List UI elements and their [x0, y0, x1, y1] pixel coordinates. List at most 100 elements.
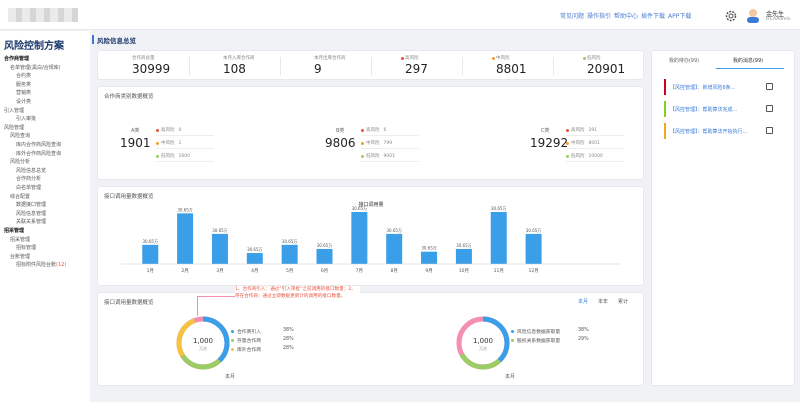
- stat-value: 8801: [496, 62, 527, 76]
- menu-item[interactable]: 风险查询: [10, 133, 31, 140]
- menu-item[interactable]: 库内合作商风险查询: [16, 142, 62, 148]
- menu-item[interactable]: 风险管理: [4, 124, 25, 131]
- dot: [492, 57, 495, 60]
- level-row: 高风险 0: [161, 127, 181, 133]
- group-total: 1901: [120, 136, 151, 150]
- settings-icon[interactable]: [724, 9, 738, 23]
- tab[interactable]: 我的消息(99): [732, 58, 764, 64]
- donut-segment: [456, 316, 510, 370]
- message[interactable]: 【风控管理】：帮助算法完成...: [670, 107, 738, 113]
- header-link[interactable]: 常见问题: [560, 13, 585, 20]
- menu-item[interactable]: 白名单管理: [16, 185, 42, 191]
- dot: [566, 155, 569, 158]
- checkbox[interactable]: [766, 105, 773, 112]
- menu-item[interactable]: 风险分析: [10, 159, 31, 166]
- tab[interactable]: 本年: [598, 299, 609, 305]
- divider: [553, 57, 554, 75]
- stat-value: 20901: [587, 62, 626, 76]
- menu-item[interactable]: 设计类: [16, 99, 32, 105]
- donut-center: 1,000: [193, 337, 213, 345]
- header-link[interactable]: 操作指引: [587, 13, 612, 20]
- menu-item[interactable]: 风险信息管理: [16, 210, 47, 217]
- menu-item[interactable]: 招采管理: [4, 228, 25, 234]
- header-link[interactable]: 帮助中心: [614, 13, 639, 20]
- menu-item[interactable]: 引入审批: [16, 116, 37, 123]
- divider: [371, 57, 372, 75]
- dot: [361, 129, 364, 132]
- level-label: 低风险: [571, 154, 585, 159]
- chart-title: 接口调用量: [358, 201, 383, 208]
- menu-item[interactable]: 台账管理: [10, 253, 31, 260]
- dot: [566, 142, 569, 145]
- bar-label: 30.65万: [317, 243, 332, 248]
- level-row: 低风险 10000: [571, 153, 603, 159]
- group-name: A类: [131, 128, 140, 134]
- menu-item[interactable]: 服务类: [16, 81, 32, 88]
- legend-label: 存量合作商: [237, 339, 261, 344]
- menu-item[interactable]: 合作商分析: [16, 176, 42, 183]
- dot: [511, 339, 514, 342]
- menu-item[interactable]: 引入管理: [4, 107, 25, 114]
- tab[interactable]: 累计: [618, 299, 629, 305]
- legend-value: 38%: [578, 328, 589, 333]
- menu-item[interactable]: 名单管理(黑白/合规库): [10, 64, 61, 71]
- user-name: 金先生: [766, 11, 785, 18]
- legend-value: 28%: [283, 337, 294, 342]
- menu-item[interactable]: 数据接口管理: [16, 202, 47, 209]
- stat-value: 30999: [132, 62, 171, 76]
- menu-item[interactable]: 综合配置: [10, 193, 31, 200]
- legend-label: 合作商引入: [237, 330, 261, 335]
- menu-item[interactable]: 营销类: [16, 90, 32, 97]
- menu-item[interactable]: 库外合作商风险查询: [16, 150, 62, 157]
- stat-label: 中风险: [496, 56, 510, 61]
- donut-unit: 万次: [199, 345, 207, 351]
- bar: [211, 233, 228, 264]
- donut-segment: [176, 316, 230, 370]
- donut-segment: [176, 316, 230, 370]
- message[interactable]: 【风控管理】：新增风险6条...: [670, 85, 736, 91]
- legend-label: 风险信息数据获取量: [517, 330, 561, 335]
- checkbox[interactable]: [766, 83, 773, 90]
- menu-item[interactable]: 关联关系管理: [16, 219, 47, 226]
- bar: [177, 213, 194, 264]
- header-link[interactable]: APP下载: [668, 13, 692, 20]
- dot: [156, 129, 159, 132]
- dot: [401, 57, 404, 60]
- header-link[interactable]: 插件下载: [641, 13, 666, 20]
- level-label: 低风险: [366, 154, 380, 159]
- dot: [566, 129, 569, 132]
- bar: [316, 248, 333, 264]
- message-bar: [664, 123, 666, 139]
- x-tick-label: 5月: [286, 268, 293, 274]
- menu-item[interactable]: 合作商管理: [4, 56, 30, 62]
- sidebar: 风险控制方案合作商管理名单管理(黑白/合规库) 合约类 服务类营销类设计类引入管理引…: [0, 31, 90, 402]
- divider: [280, 57, 281, 75]
- level-label: 中风险: [571, 141, 585, 146]
- checkbox[interactable]: [766, 127, 773, 134]
- tab[interactable]: 本月: [578, 299, 589, 305]
- stat-label: 本月出库合作商: [314, 56, 346, 61]
- bar-label: 30.65万: [352, 206, 367, 211]
- stat-label: 高风险: [405, 56, 419, 61]
- level-value: 291: [588, 128, 598, 133]
- sidebar-title: 风险控制方案: [4, 41, 64, 52]
- menu-item[interactable]: 招采管理: [10, 236, 31, 243]
- message[interactable]: 【风控管理】：帮助算法开始执行...: [670, 129, 748, 135]
- avatar[interactable]: [745, 7, 761, 23]
- menu-item[interactable]: 合约类: [16, 73, 32, 80]
- menu-item[interactable]: 招标附件风险台账(12): [16, 262, 67, 269]
- donut-caption: 本月: [505, 374, 516, 380]
- level-value: 1600: [178, 154, 190, 159]
- menu-item[interactable]: 风险信息总览: [16, 167, 47, 174]
- x-tick-label: 9月: [425, 268, 432, 274]
- bar-label: 30.65万: [143, 239, 158, 244]
- x-tick-label: 12月: [528, 268, 538, 274]
- todo-panel: 我的待办(99) 我的消息(99) 【风控管理】：新增风险6条... 【风控管理】：帮…: [651, 50, 795, 386]
- menu-item[interactable]: 招标管理: [16, 245, 37, 252]
- stats-card: 合作商总量 30999 本月入库合作商 108 本月出库合作商 9 高风险 297 中风险 880…: [97, 50, 644, 80]
- tab-underline: [716, 68, 784, 69]
- tab[interactable]: 我的待办(99): [668, 58, 700, 64]
- level-value: 9001: [383, 154, 395, 159]
- legend-value: 28%: [283, 346, 294, 351]
